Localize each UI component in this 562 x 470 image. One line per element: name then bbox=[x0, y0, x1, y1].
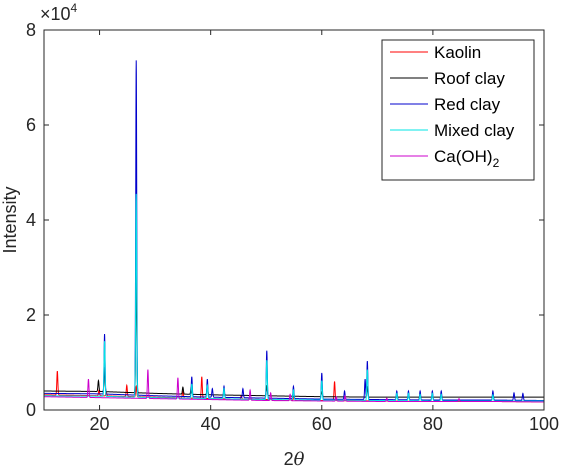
y-axis-label: Intensity bbox=[0, 186, 20, 253]
x-axis: 20 40 60 80 100 bbox=[90, 30, 559, 434]
series-layer bbox=[44, 60, 545, 403]
legend-label: Mixed clay bbox=[434, 121, 515, 140]
y-tick-label: 8 bbox=[26, 20, 36, 40]
legend: Kaolin Roof clay Red clay Mixed clay Ca(OH)2 bbox=[381, 39, 535, 181]
x-tick-label: 100 bbox=[529, 414, 559, 434]
legend-label: Roof clay bbox=[434, 69, 505, 88]
legend-box bbox=[381, 39, 535, 181]
legend-label: Red clay bbox=[434, 95, 501, 114]
y-tick-label: 6 bbox=[26, 115, 36, 135]
y-tick-label: 4 bbox=[26, 210, 36, 230]
series-line-ca-oh bbox=[44, 369, 545, 403]
y-tick-label: 2 bbox=[26, 305, 36, 325]
x-axis-label: 2θ bbox=[284, 449, 305, 470]
legend-label: Kaolin bbox=[434, 43, 481, 62]
x-tick-label: 80 bbox=[423, 414, 443, 434]
y-tick-label: 0 bbox=[26, 400, 36, 420]
x-tick-label: 40 bbox=[201, 414, 221, 434]
x-tick-label: 60 bbox=[312, 414, 332, 434]
y-axis: 0 2 4 6 8 bbox=[26, 20, 544, 420]
x-tick-label: 20 bbox=[90, 414, 110, 434]
legend-label: Ca(OH)2 bbox=[434, 147, 500, 170]
y-exponent-label: ×104 bbox=[40, 1, 78, 24]
